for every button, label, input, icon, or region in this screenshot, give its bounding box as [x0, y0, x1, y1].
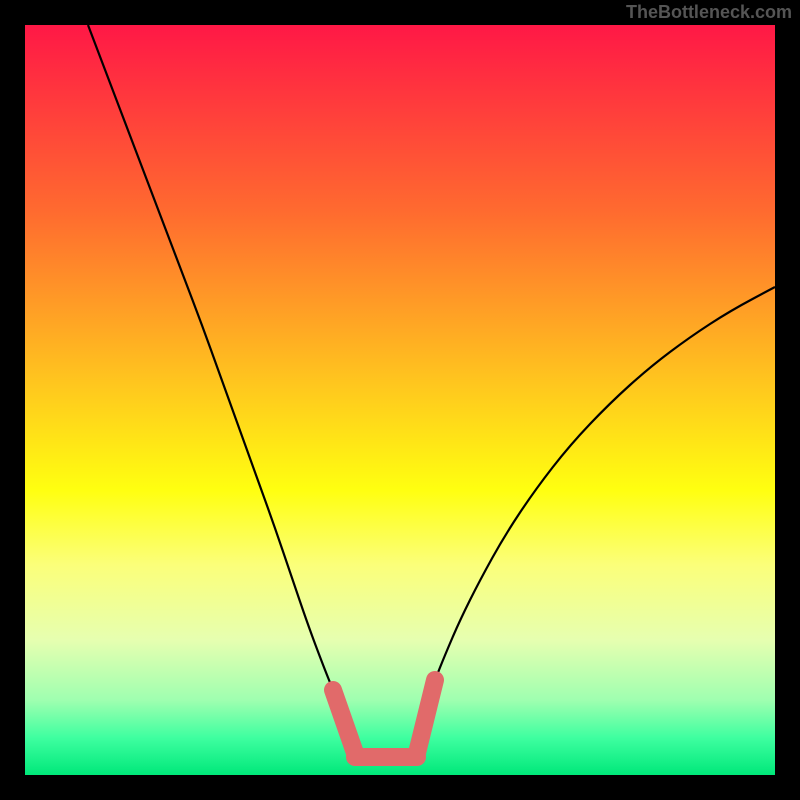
chart-svg — [25, 25, 775, 775]
curve-right — [420, 287, 775, 725]
curve-left — [88, 25, 346, 725]
plot-area — [25, 25, 775, 775]
stub-left — [333, 690, 355, 753]
watermark-text: TheBottleneck.com — [626, 2, 792, 23]
stub-right — [417, 680, 435, 753]
